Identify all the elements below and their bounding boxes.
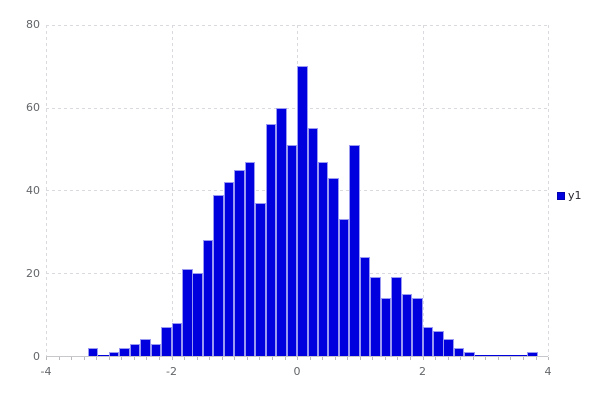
histogram-bar — [443, 339, 454, 356]
histogram-bar — [328, 178, 339, 356]
histogram-bar — [202, 240, 214, 356]
x-tick-label--4: -4 — [40, 365, 52, 378]
x-axis-line — [46, 356, 548, 357]
histogram-bar — [380, 298, 392, 356]
x-axis-minor-tick — [58, 357, 60, 360]
x-axis-minor-tick — [221, 357, 223, 360]
x-tick-label--2: -2 — [166, 365, 177, 378]
y-tick-label-60: 60 — [26, 101, 40, 115]
histogram-bar — [276, 107, 287, 356]
histogram-bar — [412, 298, 423, 356]
x-axis-minor-tick — [359, 357, 361, 360]
x-axis-minor-tick — [322, 357, 324, 360]
x-axis-minor-tick — [271, 357, 273, 360]
histogram-bar — [265, 124, 277, 356]
gridline-x-2 — [422, 24, 424, 356]
x-axis-minor-tick — [535, 357, 537, 360]
gridline-x-4 — [548, 24, 549, 356]
histogram-bar — [307, 128, 318, 356]
histogram-bar — [213, 194, 224, 356]
histogram-bar — [370, 277, 381, 356]
x-axis-minor-tick — [71, 357, 73, 360]
x-axis-minor-tick — [146, 357, 148, 360]
histogram-bar — [422, 327, 433, 356]
histogram-bar — [192, 273, 203, 356]
histogram-bar — [464, 351, 475, 356]
histogram-bar — [401, 293, 413, 356]
x-axis-minor-tick — [246, 357, 248, 360]
y-tick-label-0: 0 — [33, 349, 40, 363]
x-axis-minor-tick — [460, 357, 462, 360]
y-tick-label-80: 80 — [26, 18, 40, 32]
x-axis-minor-tick — [485, 357, 487, 360]
x-axis-minor-tick — [510, 357, 512, 360]
histogram-bar — [433, 331, 444, 356]
x-axis-minor-tick — [435, 357, 437, 360]
y-tick-label-40: 40 — [26, 183, 40, 197]
histogram-bar — [255, 202, 266, 356]
x-axis-minor-tick — [522, 357, 524, 360]
y-tick-label-20: 20 — [26, 266, 40, 280]
x-axis-minor-tick — [46, 357, 47, 360]
histogram-bar — [297, 66, 308, 356]
x-axis-minor-tick — [410, 357, 411, 360]
x-tick-label-0: 0 — [293, 365, 301, 378]
x-axis-minor-tick — [159, 357, 160, 360]
x-axis-minor-tick — [133, 357, 135, 360]
x-axis-minor-tick — [334, 357, 336, 360]
x-axis-minor-tick — [384, 357, 386, 360]
x-axis-minor-tick — [171, 357, 173, 360]
histogram-bar — [182, 269, 193, 356]
histogram-bar — [150, 343, 162, 356]
histogram-bar — [286, 144, 297, 356]
legend-swatch-icon — [557, 191, 565, 200]
legend: y1 — [557, 190, 582, 201]
histogram-bar — [244, 161, 256, 356]
x-axis-minor-tick — [121, 357, 123, 360]
x-tick-label-4: 4 — [544, 365, 552, 378]
legend-series-label: y1 — [568, 189, 582, 202]
histogram-bar — [140, 339, 151, 356]
histogram-bar — [223, 182, 235, 356]
x-axis-minor-tick — [196, 357, 198, 360]
histogram-bar — [161, 327, 172, 356]
x-axis-minor-tick — [209, 357, 211, 360]
histogram-bar — [349, 144, 360, 356]
x-axis-minor-tick — [347, 357, 349, 360]
histogram-bar — [129, 343, 141, 356]
histogram-bar — [119, 347, 130, 356]
histogram-bar — [359, 256, 371, 356]
x-axis-minor-tick — [259, 357, 261, 360]
gridline-x--4 — [46, 24, 47, 356]
x-axis-minor-tick — [497, 357, 499, 360]
histogram-bar — [108, 351, 120, 356]
histogram-bar — [234, 169, 245, 356]
x-axis-minor-tick — [472, 357, 474, 360]
x-axis-minor-tick — [372, 357, 374, 360]
histogram-bar — [338, 219, 350, 356]
histogram-bar — [317, 161, 329, 356]
x-tick-label-2: 2 — [419, 365, 426, 378]
gridline-x--2 — [171, 24, 173, 356]
x-axis-minor-tick — [422, 357, 424, 360]
x-axis-minor-tick — [96, 357, 98, 360]
x-axis-minor-tick — [548, 357, 549, 360]
x-axis-minor-tick — [447, 357, 449, 360]
histogram-bar — [87, 347, 99, 356]
histogram-bar — [171, 322, 182, 356]
x-axis-minor-tick — [234, 357, 236, 360]
histogram-bar — [453, 347, 465, 356]
x-axis-minor-tick — [397, 357, 399, 360]
x-axis-minor-tick — [108, 357, 110, 360]
x-axis-minor-tick — [297, 357, 298, 360]
x-axis-minor-tick — [309, 357, 311, 360]
x-axis-minor-tick — [83, 357, 85, 360]
x-axis-minor-tick — [284, 357, 286, 360]
x-axis-minor-tick — [184, 357, 186, 360]
histogram-bar — [527, 351, 538, 356]
histogram-bar — [391, 277, 402, 356]
